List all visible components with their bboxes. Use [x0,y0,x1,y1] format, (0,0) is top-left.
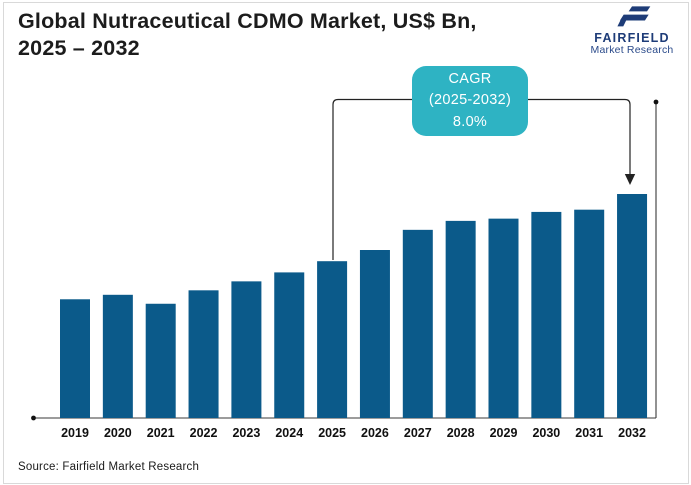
x-tick-label-2021: 2021 [147,426,175,440]
bar-2023 [231,281,262,418]
x-tick-label-2023: 2023 [232,426,260,440]
page-title-line1: Global Nutraceutical CDMO Market, US$ Bn… [18,9,477,33]
cagr-callout-line3: 8.0% [452,113,488,130]
x-tick-label-2032: 2032 [618,426,646,440]
bar-2030 [531,211,562,418]
bar-2021 [145,303,176,418]
page-title-line2: 2025 – 2032 [18,36,140,60]
arrow-down-icon [624,174,636,185]
x-tick-label-2028: 2028 [447,426,475,440]
x-tick-label-2020: 2020 [104,426,132,440]
x-tick-label-2019: 2019 [61,426,89,440]
cagr-bracket-right-line [528,98,631,176]
x-tick-label-2025: 2025 [318,426,346,440]
bar-2019 [60,299,90,418]
source-note: Source: Fairfield Market Research [18,461,200,473]
x-tick-label-2030: 2030 [532,426,560,440]
page-title: Global Nutraceutical CDMO Market, US$ Bn… [18,8,578,62]
x-tick-label-2029: 2029 [490,426,518,440]
cagr-callout-line2: (2025-2032) [428,92,512,109]
x-tick-label-2031: 2031 [575,426,603,440]
logo-brand-text: FAIRFIELD [594,31,670,45]
bar-2022 [188,290,219,418]
bar-2020 [102,294,133,418]
x-axis-origin-dot [31,415,36,421]
bar-2026 [359,250,390,418]
bar-2032 [617,194,648,418]
logo-tagline-text: Market Research [590,44,674,56]
x-tick-label-2024: 2024 [275,426,303,440]
fairfield-flag-icon [617,6,651,27]
bar-2024 [274,272,305,418]
x-tick-label-2027: 2027 [404,426,432,440]
cagr-callout: CAGR (2025-2032) 8.0% [412,66,528,136]
x-tick-label-2026: 2026 [361,426,389,440]
fairfield-logo: FAIRFIELD Market Research [590,6,674,56]
bar-2027 [402,229,433,418]
cagr-bracket-left-line [332,98,412,260]
x-axis-tick-labels: 2019 2020 2021 2022 2023 2024 2025 2026 2027 2028… [61,426,646,440]
x-tick-label-2022: 2022 [190,426,218,440]
bar-2031 [574,209,605,418]
bar-2025 [317,261,348,418]
cagr-callout-line1: CAGR [448,71,492,88]
bar-2028 [445,220,476,418]
bars-group [60,194,648,418]
y-axis-top-dot [653,99,659,105]
bar-2029 [488,218,519,418]
